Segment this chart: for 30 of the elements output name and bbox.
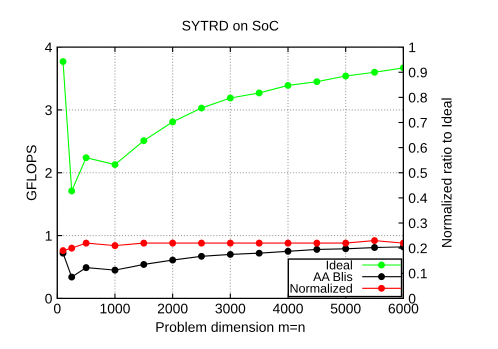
y2-tick-label: 0.8 <box>408 92 427 103</box>
y-tick-label: 3 <box>45 105 52 116</box>
y2-tick-label: 0.9 <box>408 68 427 78</box>
legend-label: AA Blis <box>313 272 352 282</box>
y2-tick-label: 0.1 <box>408 268 427 278</box>
y2-tick-label: 0.3 <box>408 218 427 228</box>
y2-tick-label: 0 <box>408 294 416 304</box>
x-tick-label: 2000 <box>158 304 188 314</box>
y-tick-label: 0 <box>45 294 52 304</box>
y2-tick-label: 0.2 <box>408 243 427 254</box>
y2-tick-label: 0.4 <box>408 193 428 204</box>
x-tick-label: 0 <box>54 304 61 314</box>
x-tick-label: 1000 <box>100 304 130 314</box>
y2-tick-label: 0.6 <box>408 142 427 153</box>
y-tick-label: 1 <box>46 231 52 241</box>
legend-label: Ideal <box>326 260 352 270</box>
legend-label: Normalized <box>290 284 352 293</box>
x-tick-label: 3000 <box>215 304 246 314</box>
y2-tick-label: 0.5 <box>408 168 427 178</box>
x-axis-title: Problem dimension m=n <box>156 322 304 332</box>
chart-title: SYTRD on SoC <box>182 20 278 31</box>
y2-axis-title: Normalized ratio to Ideal <box>441 98 452 247</box>
y-axis-title: GFLOPS <box>26 145 36 200</box>
y-tick-label: 2 <box>45 168 52 178</box>
x-tick-label: 5000 <box>330 304 361 314</box>
y2-tick-label: 1 <box>409 42 416 52</box>
x-tick-label: 4000 <box>272 304 303 314</box>
x-tick-label: 6000 <box>388 304 418 314</box>
y2-tick-label: 0.7 <box>408 118 427 128</box>
y-tick-label: 4 <box>45 42 52 52</box>
